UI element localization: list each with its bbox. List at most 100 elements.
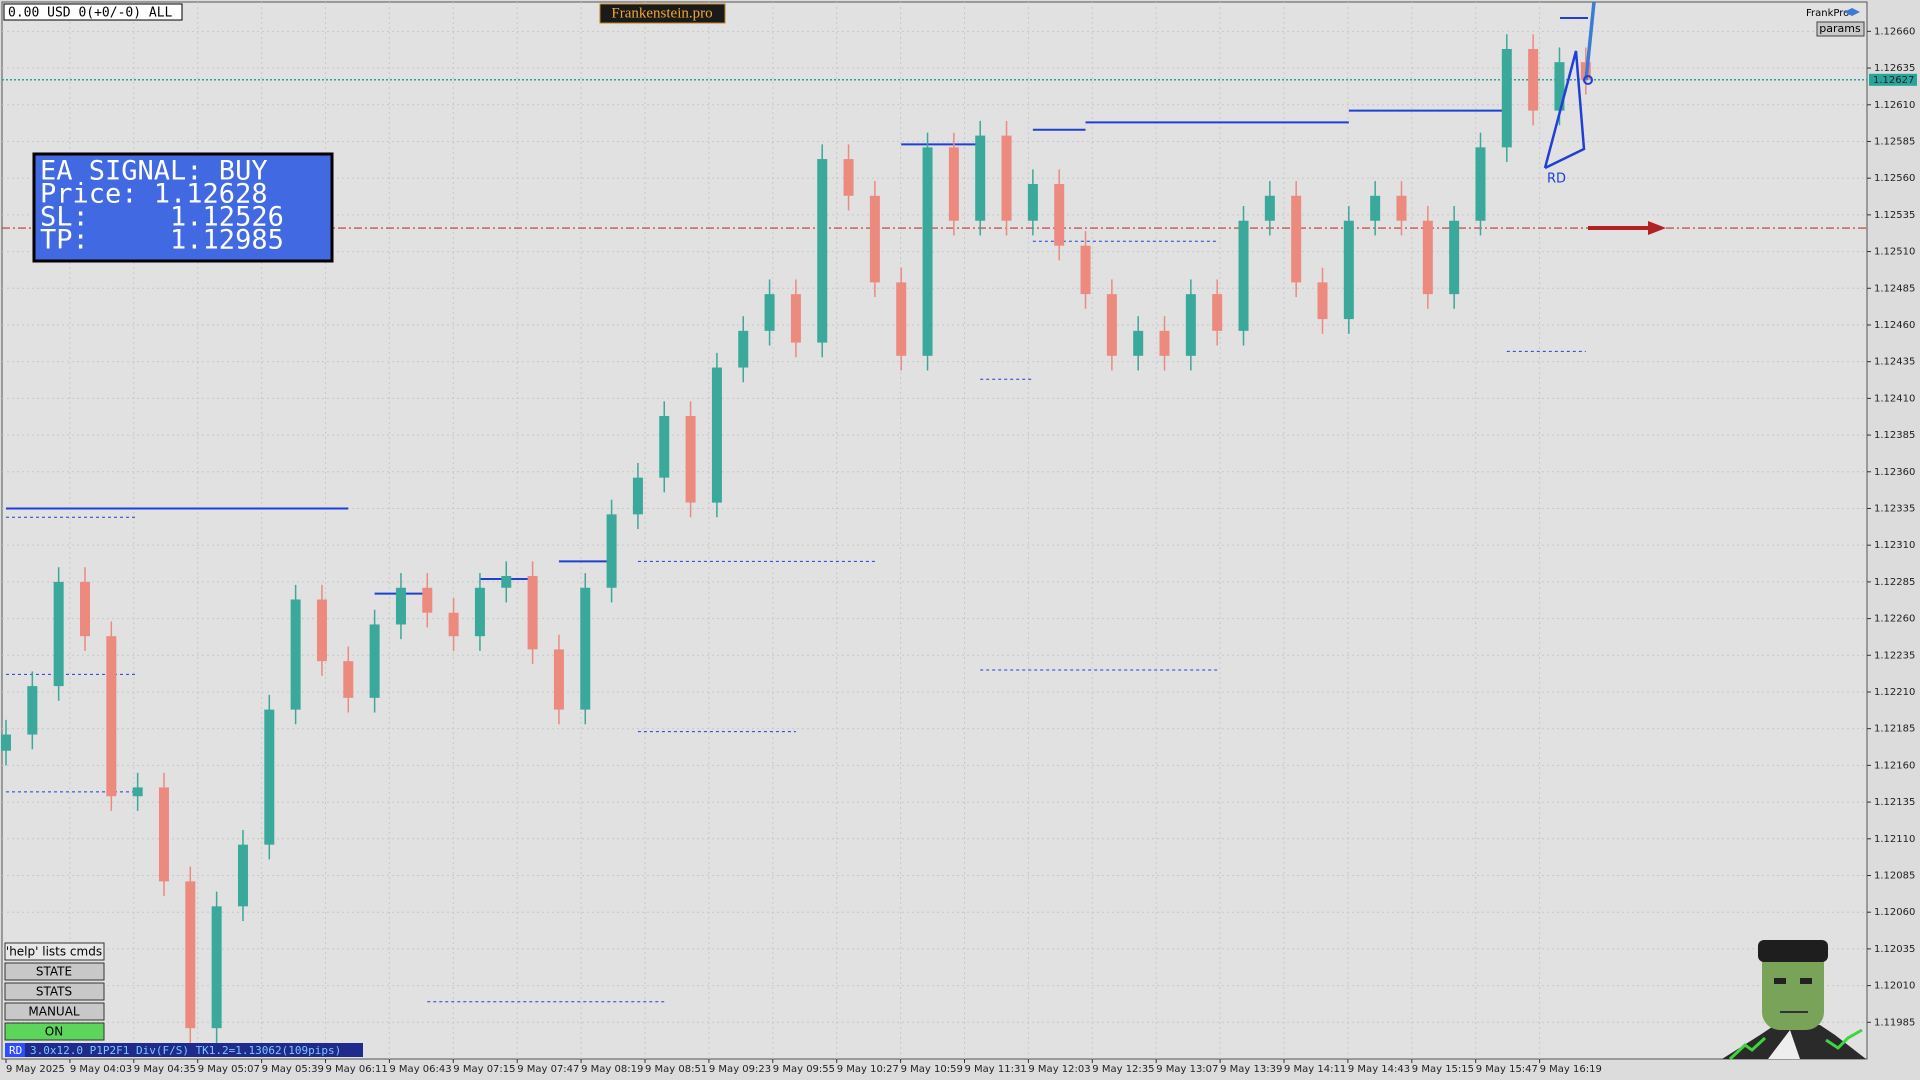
candle-body	[237, 844, 248, 907]
y-tick-label: 1.12185	[1874, 724, 1915, 735]
candle-body	[1449, 220, 1460, 295]
candle-body	[1317, 282, 1328, 320]
candle-body	[1291, 195, 1302, 283]
candle-body	[1080, 245, 1091, 295]
candle-body	[422, 587, 433, 613]
brand: Frankenstein.pro	[611, 5, 712, 21]
candle-body	[290, 599, 301, 710]
y-tick-label: 1.12210	[1874, 687, 1915, 698]
candle-body	[1501, 48, 1512, 148]
stats-button[interactable]	[4, 982, 105, 1001]
candle-body	[1001, 135, 1012, 221]
candle-body	[501, 576, 512, 588]
candle-body	[580, 587, 591, 710]
candle-body	[1264, 195, 1275, 221]
x-tick-label: 9 May 09:55	[773, 1064, 835, 1075]
candle-body	[1422, 220, 1433, 295]
candle-body	[79, 581, 90, 637]
x-tick-label: 9 May 06:11	[326, 1064, 388, 1075]
y-tick-label: 1.12310	[1874, 540, 1915, 551]
x-tick-label: 9 May 10:27	[837, 1064, 899, 1075]
state-label[interactable]: STATE	[36, 965, 72, 979]
x-tick-label: 9 May 2025	[6, 1064, 65, 1075]
candle-body	[395, 587, 406, 625]
candle-body	[132, 787, 143, 797]
manual-label[interactable]: MANUAL	[28, 1005, 80, 1019]
y-tick-label: 1.12660	[1874, 26, 1915, 37]
candle-body	[817, 159, 828, 343]
help-button[interactable]	[4, 942, 105, 961]
y-tick-label: 1.12035	[1874, 944, 1915, 955]
mascot	[1722, 940, 1866, 1061]
signal-box	[32, 152, 334, 263]
y-tick-label: 1.12635	[1874, 63, 1915, 74]
x-tick-label: 9 May 14:43	[1348, 1064, 1410, 1075]
candle-body	[1027, 184, 1038, 221]
params-button[interactable]	[1816, 21, 1865, 37]
y-tick-label: 1.12160	[1874, 760, 1915, 771]
x-tick-label: 9 May 06:43	[389, 1064, 451, 1075]
x-tick-label: 9 May 07:47	[517, 1064, 579, 1075]
y-tick-label: 1.12085	[1874, 870, 1915, 881]
candle-body	[1133, 330, 1144, 356]
y-tick-label: 1.12485	[1874, 283, 1915, 294]
on-button[interactable]	[4, 1022, 105, 1041]
signal-arrow-head	[1648, 221, 1666, 235]
x-tick-label: 9 May 14:11	[1284, 1064, 1346, 1075]
help-label[interactable]: 'help' lists cmds	[6, 945, 102, 959]
y-tick-label: 1.12410	[1874, 393, 1915, 404]
status-tag: RD	[9, 1044, 22, 1057]
candle-body	[1396, 195, 1407, 221]
candle-body	[185, 881, 196, 1029]
candle-body	[1106, 294, 1117, 356]
candle-body	[711, 367, 722, 503]
x-tick-label: 9 May 08:51	[645, 1064, 707, 1075]
x-tick-label: 9 May 09:23	[709, 1064, 771, 1075]
stats-label[interactable]: STATS	[36, 985, 72, 999]
panel-icon	[1844, 8, 1860, 16]
account-box	[3, 3, 183, 21]
x-tick-label: 9 May 12:35	[1092, 1064, 1154, 1075]
candle-body	[843, 159, 854, 196]
y-tick-label: 1.12110	[1874, 834, 1915, 845]
candle-body	[1554, 62, 1565, 111]
candle-body	[553, 649, 564, 710]
candle-body	[1238, 220, 1249, 331]
candle-body	[659, 415, 670, 478]
y-tick-label: 1.12360	[1874, 467, 1915, 478]
pattern-leg	[1584, 1, 1596, 81]
candle-body	[685, 415, 696, 503]
candle-body	[975, 135, 986, 221]
manual-button[interactable]	[4, 1002, 105, 1021]
state-button[interactable]	[4, 962, 105, 981]
x-tick-label: 9 May 11:31	[965, 1064, 1027, 1075]
axis: 1.11985 1.12010 1.12035 1.12060 1.12085 1.121…	[5, 26, 1917, 1075]
grid	[2, 2, 1867, 1059]
y-tick-label: 1.12335	[1874, 503, 1915, 514]
candle-body	[790, 294, 801, 343]
candles	[1, 34, 1591, 1043]
y-tick-label: 1.12285	[1874, 577, 1915, 588]
x-tick-label: 9 May 07:15	[453, 1064, 515, 1075]
candle-body	[1475, 147, 1486, 221]
x-tick-label: 9 May 15:47	[1476, 1064, 1538, 1075]
y-tick-label: 1.12560	[1874, 173, 1915, 184]
pattern-triangle	[1543, 50, 1586, 170]
params-label[interactable]: params	[1819, 22, 1861, 35]
y-tick-label: 1.12460	[1874, 320, 1915, 331]
x-tick-label: 9 May 12:03	[1028, 1064, 1090, 1075]
candle-body	[1185, 294, 1196, 356]
candle-body	[1343, 220, 1354, 320]
candle-body	[948, 147, 959, 221]
candle-body	[1, 734, 11, 751]
candle-body	[606, 514, 617, 588]
signal-line: TP: 1.12985	[40, 225, 284, 256]
pattern-point	[1583, 75, 1593, 85]
x-tick-label: 9 May 10:59	[901, 1064, 963, 1075]
on-label[interactable]: ON	[45, 1025, 63, 1039]
y-tick-label: 1.12510	[1874, 247, 1915, 258]
candle-body	[1370, 195, 1381, 221]
panel-name: FrankPro	[1806, 8, 1849, 19]
x-tick-label: 9 May 13:39	[1220, 1064, 1282, 1075]
